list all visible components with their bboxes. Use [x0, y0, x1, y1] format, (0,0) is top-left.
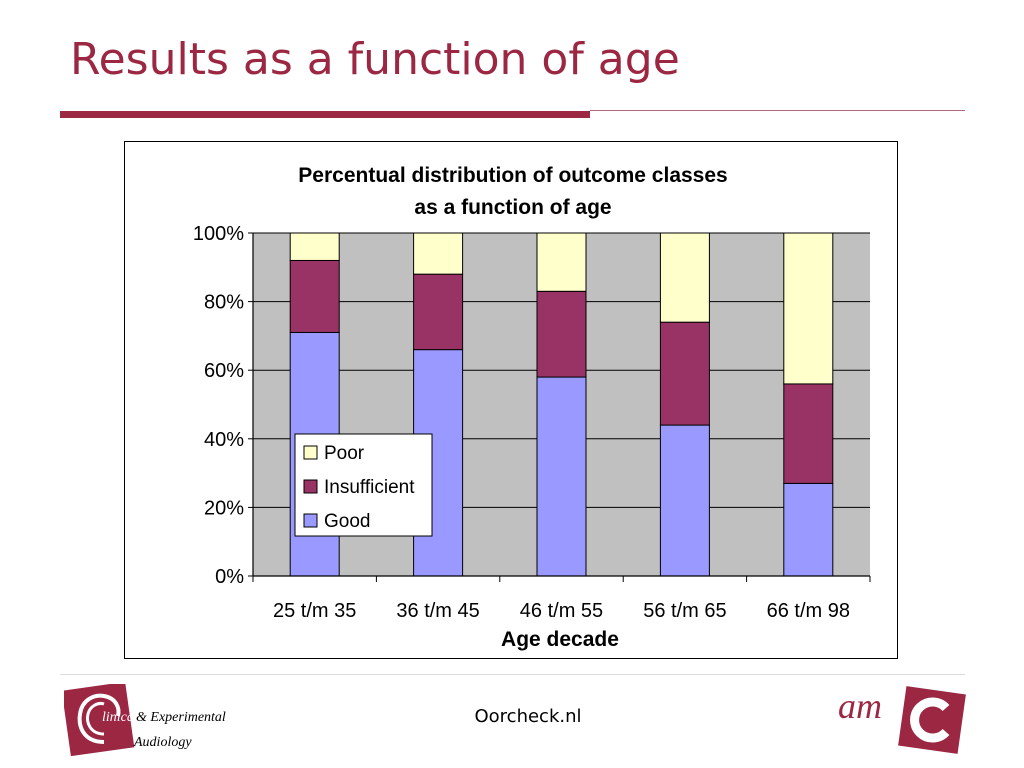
bar-insufficient	[659, 321, 710, 426]
legend-swatch-good	[303, 513, 318, 528]
bar-poor	[289, 232, 340, 261]
chart-title-line: Percentual distribution of outcome class…	[298, 164, 727, 187]
amc-logo-icon: am	[838, 686, 966, 754]
bar-poor	[659, 232, 710, 323]
logo-left-text-b: & Experimental	[136, 710, 226, 725]
x-tick-label: 46 t/m 55	[520, 600, 603, 622]
logo-right-text: am	[838, 686, 882, 726]
bar-insufficient	[289, 259, 340, 333]
legend-box	[294, 433, 433, 537]
amc-logo: am	[838, 682, 966, 756]
legend-label-insufficient: Insufficient	[324, 477, 415, 498]
legend-swatch-poor	[303, 445, 318, 460]
slide-title: Results as a function of age	[70, 34, 680, 85]
bar-good	[783, 482, 834, 577]
bar-good	[536, 376, 587, 577]
logo-left-text-c: Audiology	[133, 735, 192, 750]
legend-swatch-insufficient	[303, 479, 318, 494]
stacked-bar-chart: 0% 20% 40% 60% 80% 100% 25 t/m 35 36 t/m 45 46 t…	[193, 164, 871, 651]
ear-logo-icon: linical & Experimental Audiology	[61, 681, 226, 757]
y-tick-label: 100%	[193, 223, 244, 245]
legend-label-good: Good	[324, 511, 370, 532]
chart-title-line: as a function of age	[414, 196, 611, 219]
footer-website: Oorcheck.nl	[474, 706, 582, 727]
x-tick-label: 25 t/m 35	[273, 600, 356, 622]
x-tick-label: 36 t/m 45	[396, 600, 479, 622]
y-tick-label: 60%	[204, 360, 244, 382]
bar-insufficient	[536, 290, 587, 378]
bar-poor	[413, 232, 464, 275]
logo-left-text-a: linical	[102, 710, 138, 725]
y-tick-label: 0%	[215, 566, 244, 588]
chart-frame: 0% 20% 40% 60% 80% 100% 25 t/m 35 36 t/m 45 46 t…	[124, 141, 898, 659]
title-rule-thin	[590, 110, 965, 111]
bar-poor	[783, 232, 834, 385]
y-tick-label: 20%	[204, 497, 244, 519]
footer-divider	[60, 674, 965, 675]
legend-label-poor: Poor	[324, 443, 365, 464]
bar-insufficient	[413, 273, 464, 351]
title-rule-thick	[60, 111, 590, 118]
bar-insufficient	[783, 383, 834, 484]
y-tick-label: 40%	[204, 429, 244, 451]
x-tick-label: 66 t/m 98	[767, 600, 850, 622]
y-tick-label: 80%	[204, 292, 244, 314]
bar-poor	[536, 232, 587, 292]
bar-good	[659, 424, 710, 577]
clinical-experimental-audiology-logo: linical & Experimental Audiology	[61, 681, 264, 758]
x-tick-label: 56 t/m 65	[643, 600, 726, 622]
x-axis-title: Age decade	[501, 628, 619, 651]
